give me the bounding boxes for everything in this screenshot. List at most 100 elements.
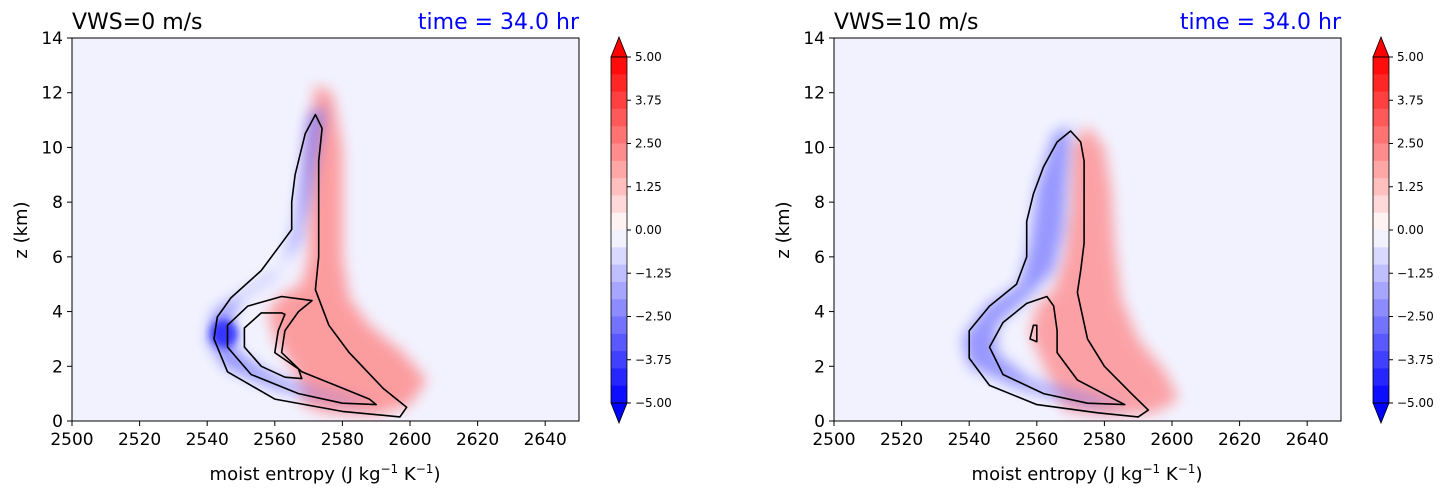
colorbar-band xyxy=(1373,247,1389,265)
colorbar-band xyxy=(1373,333,1389,352)
contour-line xyxy=(243,312,303,380)
x-tick-label: 2520 xyxy=(118,430,161,450)
colorbar-band xyxy=(611,351,627,369)
x-tick-label: 2500 xyxy=(50,430,93,450)
y-axis-label: z (km) xyxy=(773,201,794,258)
contour-line xyxy=(226,295,377,406)
colorbar-band xyxy=(1373,160,1389,179)
colorbar: 5.00 3.75 2.50 1.25 0.00 −1.25 −2.50 −3.75 −5.00 xyxy=(1372,35,1434,425)
x-tick-label: 2500 xyxy=(812,430,855,450)
contour-lines xyxy=(213,113,408,418)
colorbar-band xyxy=(1373,264,1389,283)
chart-title: VWS=10 m/s xyxy=(834,10,979,35)
colorbar-tick-label: −1.25 xyxy=(635,266,672,280)
x-tick-label: 2560 xyxy=(1015,430,1058,450)
positive-lobe xyxy=(268,84,427,416)
colorbar-band xyxy=(1373,299,1389,317)
x-tick-label: 2640 xyxy=(524,430,567,450)
y-tick-label: 14 xyxy=(803,29,825,49)
y-axis: 0 2 4 6 8 10 12 14 xyxy=(41,29,72,432)
colorbar-tick-label: 2.50 xyxy=(635,137,662,151)
y-tick-label: 12 xyxy=(803,84,825,104)
colorbar: 5.00 3.75 2.50 1.25 0.00 −1.25 −2.50 −3.75 −5.00 xyxy=(610,35,672,425)
negative-lobe xyxy=(962,125,1132,408)
colorbar-band xyxy=(611,212,627,231)
colorbar-tick-label: 1.25 xyxy=(1397,180,1424,194)
colorbar-band xyxy=(611,126,627,144)
x-tick-label: 2600 xyxy=(1150,430,1193,450)
colorbar-tick-label: 0.00 xyxy=(635,223,662,237)
panel-left: 2500 2520 2540 2560 2580 2600 2620 2640 0 2 4 6 8 10… xyxy=(11,10,672,485)
colorbar-band xyxy=(1373,57,1389,75)
y-tick-label: 2 xyxy=(52,357,63,377)
colorbar-band xyxy=(611,385,627,404)
colorbar-band xyxy=(611,316,627,335)
y-tick-label: 10 xyxy=(41,138,63,158)
colorbar-tick-label: 3.75 xyxy=(1397,93,1424,107)
y-tick-label: 4 xyxy=(52,303,63,323)
colorbar-band xyxy=(1373,126,1389,144)
colorbar-band xyxy=(1373,178,1389,196)
x-tick-label: 2580 xyxy=(1083,430,1126,450)
y-tick-label: 2 xyxy=(814,357,825,377)
colorbar-band xyxy=(1373,143,1389,162)
colorbar-tick-label: −1.25 xyxy=(1397,266,1434,280)
x-tick-label: 2520 xyxy=(880,430,923,450)
colorbar-band xyxy=(611,160,627,179)
colorbar-tick-label: 1.25 xyxy=(635,180,662,194)
time-label: time = 34.0 hr xyxy=(1180,10,1342,35)
colorbar-tick-label: 2.50 xyxy=(1397,137,1424,151)
x-axis: 2500 2520 2540 2560 2580 2600 2620 2640 xyxy=(50,421,567,450)
y-tick-label: 14 xyxy=(41,29,63,49)
y-tick-label: 12 xyxy=(41,84,63,104)
x-tick-label: 2540 xyxy=(948,430,991,450)
contour-line xyxy=(968,130,1150,418)
x-tick-label: 2580 xyxy=(321,430,364,450)
colorbar-band xyxy=(611,264,627,283)
x-tick-label: 2620 xyxy=(1218,430,1261,450)
y-tick-label: 0 xyxy=(52,412,63,432)
colorbar-band xyxy=(611,178,627,196)
colorbar-band xyxy=(611,74,627,92)
colorbar-band xyxy=(1373,212,1389,231)
panel-right: 2500 2520 2540 2560 2580 2600 2620 2640 0 2 4 6 8 10… xyxy=(773,10,1434,485)
colorbar-tick-label: 3.75 xyxy=(635,93,662,107)
colorbar-band xyxy=(611,91,627,110)
colorbar-band xyxy=(611,333,627,352)
colorbar-band xyxy=(1373,385,1389,404)
colorbar-tick-label: −3.75 xyxy=(1397,353,1434,367)
colorbar-band xyxy=(1373,316,1389,335)
x-tick-label: 2560 xyxy=(253,430,296,450)
colorbar-tick-label: 5.00 xyxy=(1397,50,1424,64)
y-tick-label: 8 xyxy=(814,193,825,213)
colorbar-band xyxy=(611,57,627,75)
contour-fill-layer xyxy=(207,84,427,418)
colorbar-tick-label: −5.00 xyxy=(1397,396,1434,410)
contour-line xyxy=(1029,324,1038,343)
time-label: time = 34.0 hr xyxy=(418,10,580,35)
colorbar-band xyxy=(1373,281,1389,300)
colorbar-tick-label: 5.00 xyxy=(635,50,662,64)
colorbar-extend-min xyxy=(610,402,628,425)
colorbar-band xyxy=(1373,368,1389,387)
y-tick-label: 10 xyxy=(803,138,825,158)
positive-lobe xyxy=(1030,125,1179,416)
x-axis: 2500 2520 2540 2560 2580 2600 2620 2640 xyxy=(812,421,1329,450)
x-tick-label: 2600 xyxy=(388,430,431,450)
y-tick-label: 0 xyxy=(814,412,825,432)
colorbar-band xyxy=(611,247,627,265)
colorbar-band xyxy=(1373,230,1389,248)
colorbar-tick-label: −2.50 xyxy=(1397,310,1434,324)
colorbar-band xyxy=(611,108,627,127)
colorbar-band xyxy=(611,281,627,300)
contour-line xyxy=(988,295,1126,406)
x-axis-label: moist entropy (J kg−1 K−1) xyxy=(972,462,1203,485)
plot-frame xyxy=(71,37,580,422)
colorbar-tick-label: −2.50 xyxy=(635,310,672,324)
x-tick-label: 2640 xyxy=(1286,430,1329,450)
colorbar-band xyxy=(1373,91,1389,110)
colorbar-band xyxy=(611,368,627,387)
negative-core xyxy=(210,319,239,348)
contour-fill-layer xyxy=(962,125,1179,418)
